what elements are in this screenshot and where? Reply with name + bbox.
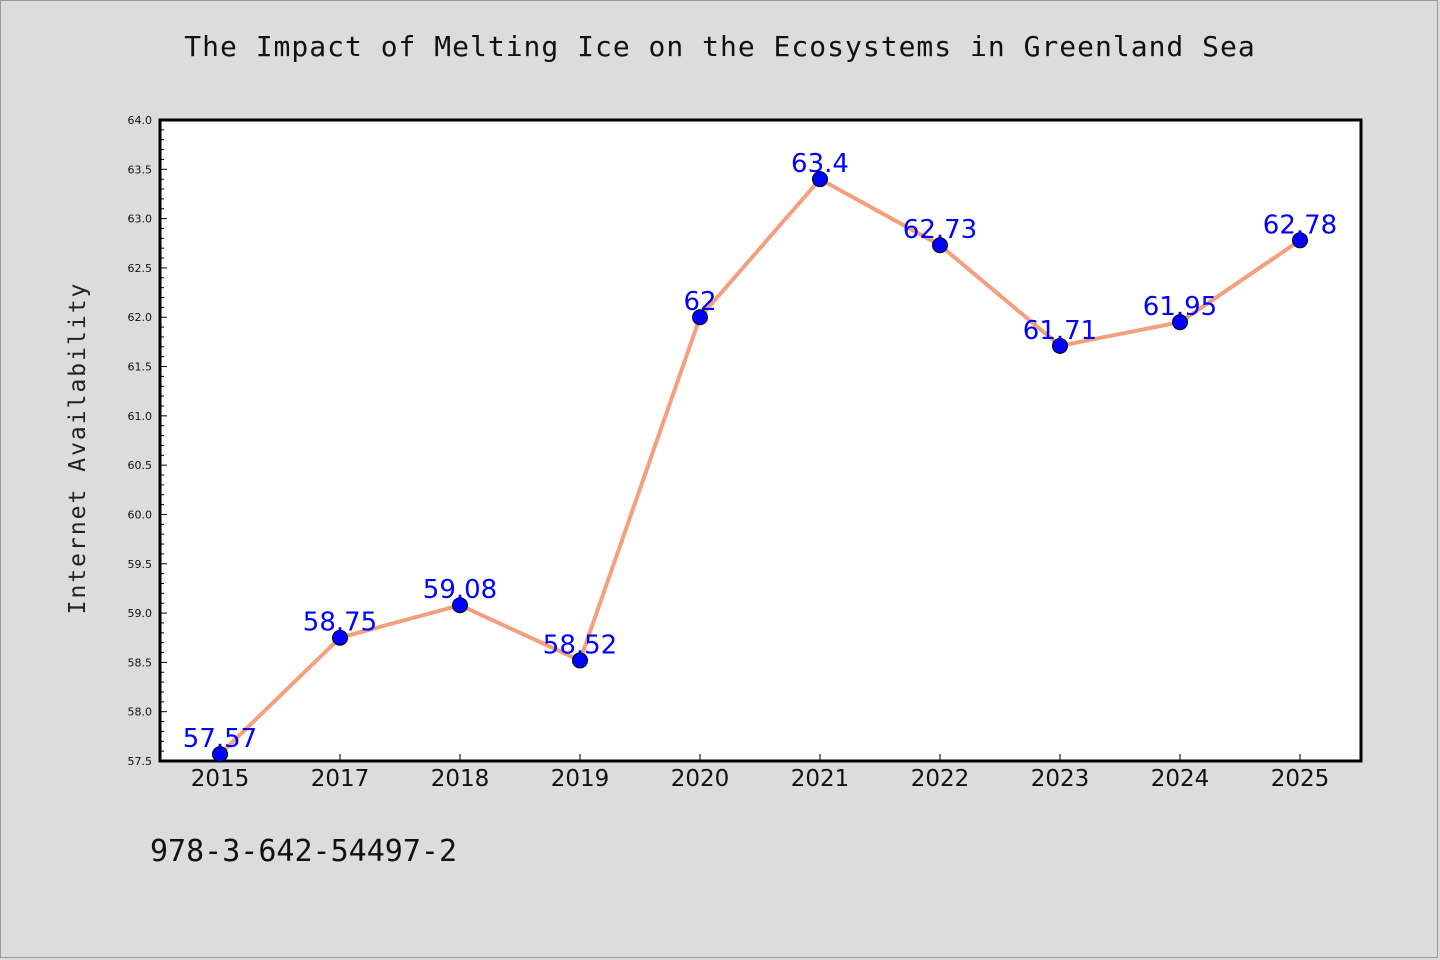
- y-tick-label: 62.0: [128, 311, 153, 324]
- y-tick-label: 58.5: [128, 656, 153, 669]
- y-tick-label: 58.0: [128, 706, 153, 719]
- data-label: 57.57: [183, 724, 257, 754]
- x-tick-label: 2021: [791, 766, 850, 792]
- y-tick-label: 60.5: [128, 459, 153, 472]
- data-label: 59.08: [423, 575, 497, 605]
- y-tick-label: 57.5: [128, 755, 153, 768]
- x-tick-label: 2025: [1271, 766, 1330, 792]
- y-tick-label: 59.5: [128, 558, 153, 571]
- isbn-text: 978-3-642-54497-2: [150, 834, 458, 869]
- y-tick-label: 61.0: [128, 410, 153, 423]
- data-point: [812, 171, 828, 188]
- data-label: 58.75: [303, 608, 377, 638]
- data-label: 61.71: [1023, 316, 1097, 346]
- y-tick-label: 59.0: [128, 607, 153, 620]
- x-tick-label: 2020: [671, 766, 730, 792]
- y-tick-label: 61.5: [128, 361, 153, 374]
- data-label: 58.52: [543, 630, 617, 660]
- data-label: 62: [683, 287, 716, 317]
- data-point: [212, 746, 228, 763]
- data-point: [452, 597, 468, 614]
- data-point: [572, 652, 588, 669]
- data-point: [692, 309, 708, 326]
- x-tick-label: 2023: [1031, 766, 1090, 792]
- x-tick-label: 2022: [911, 766, 970, 792]
- data-label: 62.73: [903, 215, 977, 245]
- y-axis: 57.5 58.0 58.5 59.0 59.5 60.0 60.5 61.0 61.5 62.0…: [128, 114, 167, 768]
- x-tick-label: 2015: [191, 766, 250, 792]
- chart-title: The Impact of Melting Ice on the Ecosyst…: [184, 30, 1256, 63]
- x-tick-label: 2017: [311, 766, 370, 792]
- data-point: [332, 629, 348, 646]
- y-tick-label: 63.5: [128, 163, 153, 176]
- x-tick-label: 2019: [551, 766, 610, 792]
- y-tick-label: 62.5: [128, 262, 153, 275]
- data-point: [1052, 337, 1068, 354]
- y-tick-label: 60.0: [128, 508, 153, 521]
- plot-area: [158, 118, 1363, 763]
- y-tick-label: 64.0: [128, 114, 153, 127]
- x-axis: 2015 2017 2018 2019 2020 2021 2022 2023 2024 2025: [191, 754, 1330, 792]
- data-point: [1172, 314, 1188, 331]
- data-label: 61.95: [1143, 292, 1217, 322]
- data-label: 62.78: [1263, 210, 1337, 240]
- data-point: [932, 237, 948, 254]
- data-labels-group: 57.57 58.75 59.08 58.52 62 63.4 62.73 61.71 61.9…: [183, 149, 1337, 754]
- data-point: [1292, 232, 1308, 249]
- data-label: 63.4: [791, 149, 849, 179]
- series-line: [218, 177, 1302, 757]
- x-tick-label: 2018: [431, 766, 490, 792]
- y-tick-label: 63.0: [128, 213, 153, 226]
- series-group: [212, 171, 1308, 763]
- x-tick-label: 2024: [1151, 766, 1210, 792]
